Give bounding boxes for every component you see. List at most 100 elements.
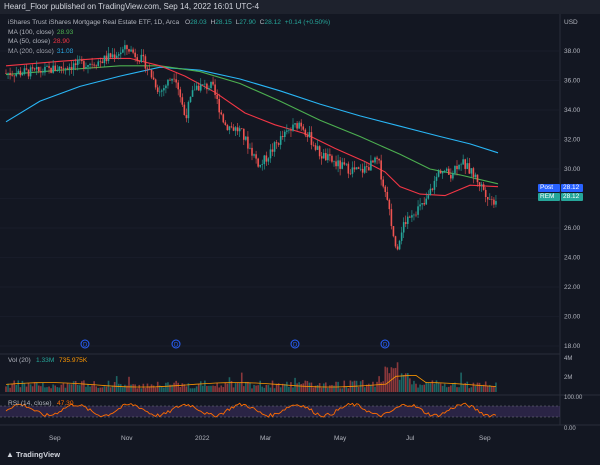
volume-bar [134, 384, 136, 392]
volume-bar [232, 387, 235, 392]
candle-body [97, 61, 100, 67]
price-tick-label: 36.00 [564, 78, 581, 85]
candle-body [417, 206, 419, 215]
volume-bar [452, 383, 454, 392]
volume-bar [435, 380, 438, 392]
symbol-title[interactable]: iShares Trust iShares Mortgage Real Esta… [8, 19, 180, 26]
time-tick-label: Nov [121, 435, 133, 442]
volume-bar [263, 387, 266, 392]
volume-bar [179, 387, 182, 392]
candle-body [450, 174, 452, 179]
candle-body [333, 161, 335, 162]
volume-bar [443, 383, 446, 392]
candle-body [130, 49, 132, 52]
volume-bar [142, 383, 145, 392]
volume-bar [333, 385, 335, 392]
candle-body [175, 79, 177, 83]
candle-body [470, 168, 473, 174]
volume-bar [181, 383, 184, 392]
volume-bar [115, 376, 118, 392]
dividend-marker[interactable] [290, 339, 300, 349]
volume-bar [476, 382, 479, 392]
candle-body [111, 54, 114, 58]
volume-bar [126, 385, 128, 392]
volume-bar [35, 382, 38, 392]
candle-body [74, 63, 77, 65]
candle-body [50, 67, 52, 73]
price-tick-label: 30.00 [564, 166, 581, 173]
volume-bar [93, 381, 95, 392]
volume-bar [52, 384, 54, 392]
volume-bar [388, 373, 391, 392]
volume-bar [458, 387, 460, 392]
candle-body [187, 102, 190, 119]
candle-body [335, 161, 337, 167]
candle-body [124, 45, 126, 50]
volume-bar [154, 387, 157, 392]
candle-body [60, 66, 63, 69]
volume-bar [185, 386, 188, 392]
symbol-row[interactable]: iShares Trust iShares Mortgage Real Esta… [8, 18, 330, 28]
volume-bar [199, 381, 202, 392]
volume-axis-2m: 2M [564, 375, 572, 381]
volume-bar [31, 386, 34, 392]
dividend-marker[interactable] [80, 339, 90, 349]
candle-body [402, 222, 405, 233]
candle-body [165, 85, 167, 89]
volume-bar [343, 380, 346, 392]
candle-body [224, 122, 227, 126]
volume-bar [312, 387, 315, 392]
tradingview-logo[interactable]: ▲ TradingView [6, 450, 60, 459]
volume-bar [320, 387, 323, 392]
volume-bar [259, 380, 261, 392]
candle-body [85, 66, 87, 69]
candle-body [302, 126, 305, 130]
volume-bar [421, 385, 423, 392]
candle-body [52, 65, 54, 73]
candle-body [363, 166, 366, 173]
candle-body [204, 83, 206, 85]
candle-body [281, 136, 284, 138]
volume-bar [267, 385, 270, 392]
candle-body [271, 149, 274, 152]
candle-body [353, 167, 356, 170]
indicator-ma50[interactable]: MA (50, close) 28.90 [8, 37, 330, 47]
dividend-marker-label: D [174, 343, 179, 349]
candle-body [300, 122, 302, 127]
candle-body [314, 145, 317, 150]
volume-bar [40, 386, 42, 392]
candle-body [150, 69, 153, 78]
candle-body [316, 146, 319, 150]
candle-body [396, 246, 399, 250]
candle-body [46, 66, 48, 67]
volume-bar [95, 386, 97, 392]
candle-body [251, 147, 253, 156]
dividend-marker[interactable] [171, 339, 181, 349]
open-label: O [185, 19, 191, 26]
candle-body [214, 84, 216, 95]
volume-bar [105, 386, 108, 392]
volume-bar [210, 385, 212, 392]
candle-body [376, 157, 378, 159]
candle-body [366, 166, 368, 168]
candle-body [345, 163, 348, 165]
candle-body [386, 191, 389, 200]
indicator-ma100[interactable]: MA (100, close) 28.93 [8, 28, 330, 38]
time-tick-label: Sep [49, 435, 61, 442]
candle-body [76, 59, 79, 65]
candle-body [351, 167, 354, 174]
volume-bar [97, 387, 100, 392]
candle-body [134, 52, 136, 58]
candle-body [472, 168, 475, 178]
candle-body [44, 66, 46, 73]
time-tick-label: Mar [260, 435, 272, 442]
footer-bar [0, 447, 600, 465]
volume-bar [222, 387, 225, 392]
volume-bar [398, 379, 401, 392]
volume-bar [425, 381, 428, 392]
candle-body [195, 85, 198, 90]
price-tick-label: 32.00 [564, 137, 581, 144]
volume-bar [230, 381, 233, 392]
dividend-marker[interactable] [380, 339, 390, 349]
